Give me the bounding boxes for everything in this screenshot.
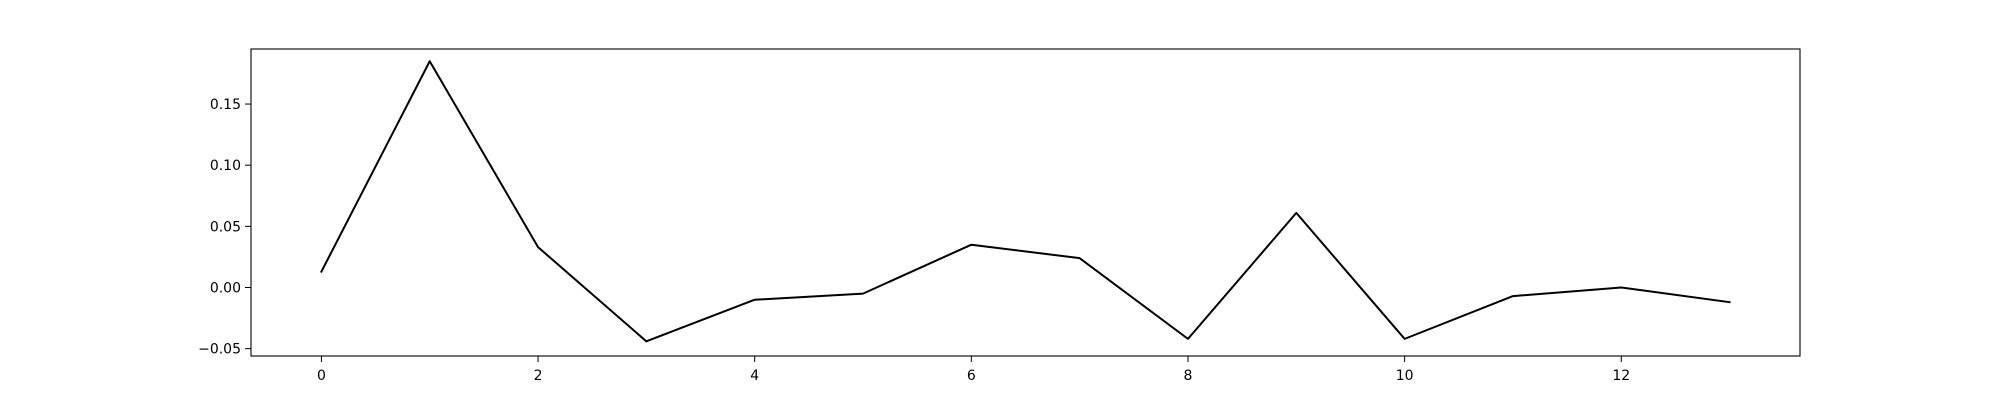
x-tick-label: 2	[534, 368, 543, 384]
y-tick-label: 0.15	[210, 97, 241, 113]
x-axis: 0 2 4 6 8 10 12	[317, 356, 1630, 384]
plot-area	[320, 60, 1731, 343]
y-tick-label: 0.05	[210, 219, 241, 235]
y-tick-label: −0.05	[198, 342, 241, 358]
x-tick-label: 8	[1184, 368, 1193, 384]
y-tick-label: 0.00	[210, 281, 241, 297]
x-tick-label: 6	[967, 368, 976, 384]
series-line	[320, 60, 1731, 343]
y-tick-label: 0.10	[210, 158, 241, 174]
axes-frame	[250, 48, 1801, 357]
x-tick-label: 10	[1396, 368, 1414, 384]
x-tick-label: 12	[1612, 368, 1630, 384]
y-axis: −0.05 0.00 0.05 0.10 0.15	[198, 97, 251, 358]
x-tick-label: 4	[750, 368, 759, 384]
x-tick-label: 0	[317, 368, 326, 384]
